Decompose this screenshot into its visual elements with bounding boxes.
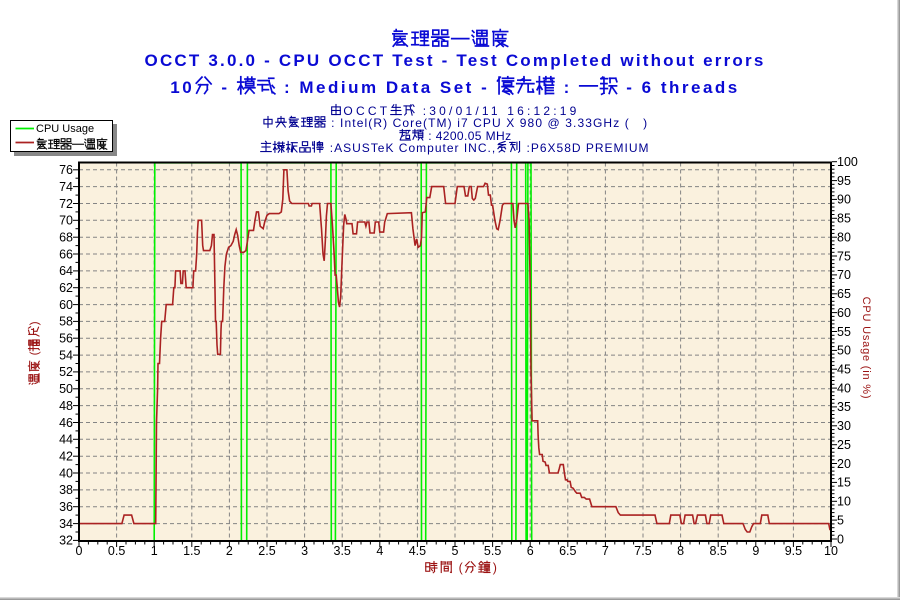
svg-text:30: 30 [837,419,851,433]
svg-text:3.5: 3.5 [334,544,351,558]
svg-text:70: 70 [837,268,851,282]
svg-text:50: 50 [837,344,851,358]
svg-text:6.5: 6.5 [559,544,576,558]
svg-text:5.5: 5.5 [484,544,501,558]
svg-text:90: 90 [837,193,851,207]
svg-text:8: 8 [677,544,684,558]
svg-text:7: 7 [602,544,609,558]
svg-text:46: 46 [59,416,73,430]
svg-text:55: 55 [837,325,851,339]
svg-text:1.5: 1.5 [183,544,200,558]
svg-text:60: 60 [59,298,73,312]
svg-text:75: 75 [837,249,851,263]
svg-text:25: 25 [837,438,851,452]
svg-text:2: 2 [226,544,233,558]
svg-text:15: 15 [837,476,851,490]
svg-text:0: 0 [837,532,844,546]
svg-text:7.5: 7.5 [634,544,651,558]
svg-text:76: 76 [59,163,73,177]
svg-text:38: 38 [59,483,73,497]
svg-text:4.5: 4.5 [409,544,426,558]
svg-text:58: 58 [59,315,73,329]
svg-text:32: 32 [59,534,73,548]
svg-text:80: 80 [837,231,851,245]
svg-text:70: 70 [59,214,73,228]
svg-text:52: 52 [59,365,73,379]
svg-text:0.5: 0.5 [108,544,125,558]
svg-text:40: 40 [837,381,851,395]
svg-text:9.5: 9.5 [785,544,802,558]
svg-text:2.5: 2.5 [258,544,275,558]
svg-text:50: 50 [59,382,73,396]
svg-text:36: 36 [59,500,73,514]
svg-text:85: 85 [837,212,851,226]
svg-text:3: 3 [301,544,308,558]
svg-text:0: 0 [76,544,83,558]
svg-text:4: 4 [376,544,383,558]
svg-text:68: 68 [59,231,73,245]
svg-text:54: 54 [59,348,73,362]
svg-text:44: 44 [59,433,73,447]
svg-text:72: 72 [59,197,73,211]
svg-text:64: 64 [59,264,73,278]
svg-text:5: 5 [452,544,459,558]
svg-text:66: 66 [59,247,73,261]
svg-text:45: 45 [837,363,851,377]
svg-text:56: 56 [59,332,73,346]
svg-text:8.5: 8.5 [710,544,727,558]
svg-text:5: 5 [837,513,844,527]
svg-text:65: 65 [837,287,851,301]
svg-text:20: 20 [837,457,851,471]
svg-text:60: 60 [837,306,851,320]
svg-text:9: 9 [752,544,759,558]
svg-text:48: 48 [59,399,73,413]
svg-text:1: 1 [151,544,158,558]
svg-text:35: 35 [837,400,851,414]
svg-text:62: 62 [59,281,73,295]
svg-text:100: 100 [837,155,858,169]
svg-text:40: 40 [59,466,73,480]
svg-text:95: 95 [837,174,851,188]
svg-text:10: 10 [824,544,838,558]
svg-text:34: 34 [59,517,73,531]
svg-text:42: 42 [59,450,73,464]
svg-text:74: 74 [59,180,73,194]
svg-text:6: 6 [527,544,534,558]
svg-text:10: 10 [837,495,851,509]
